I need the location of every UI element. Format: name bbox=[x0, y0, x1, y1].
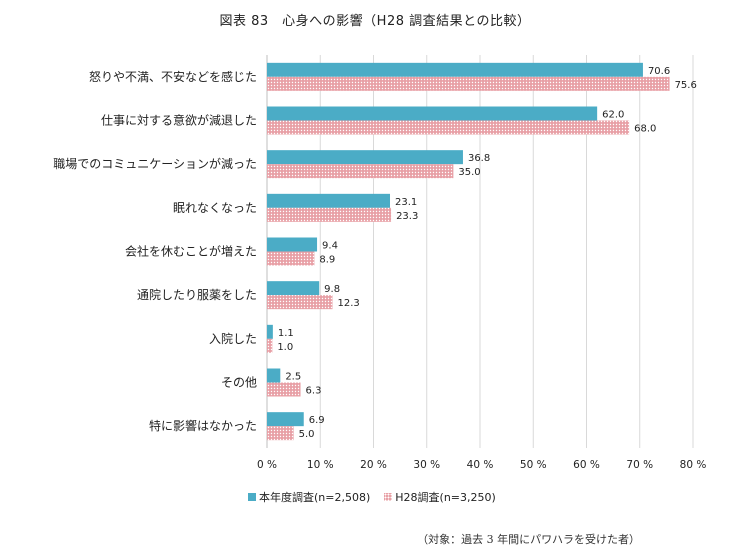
x-tick-label: 30 % bbox=[413, 459, 440, 471]
x-tick-label: 80 % bbox=[680, 459, 707, 471]
legend-label-current: 本年度調査(n=2,508) bbox=[259, 491, 371, 504]
data-label-h28: 75.6 bbox=[675, 80, 697, 91]
bar-h28 bbox=[267, 338, 273, 353]
x-tick-label: 60 % bbox=[573, 459, 600, 471]
x-tick-label: 40 % bbox=[467, 459, 494, 471]
bar-current bbox=[267, 281, 320, 296]
category-label: 眠れなくなった bbox=[173, 201, 257, 215]
bar-h28 bbox=[267, 426, 294, 441]
chart-title: 図表 83 心身への影響（H28 調査結果との比較） bbox=[219, 14, 531, 29]
data-label-current: 9.4 bbox=[322, 241, 338, 252]
category-label: 職場でのコミュニケーションが減った bbox=[53, 156, 257, 171]
data-label-h28: 5.0 bbox=[299, 429, 315, 440]
legend-item-current: 本年度調査(n=2,508) bbox=[248, 489, 370, 505]
bar-current bbox=[267, 150, 463, 165]
category-label: 仕事に対する意欲が減退した bbox=[101, 113, 257, 128]
data-label-h28: 1.0 bbox=[277, 342, 293, 353]
x-tick-label: 0 % bbox=[257, 459, 277, 471]
bar-current bbox=[267, 412, 304, 427]
data-label-current: 62.0 bbox=[602, 110, 624, 121]
data-label-current: 23.1 bbox=[395, 197, 417, 208]
data-label-h28: 12.3 bbox=[337, 298, 359, 309]
bar-current bbox=[267, 368, 281, 383]
category-label: 怒りや不満、不安などを感じた bbox=[89, 69, 257, 84]
data-label-h28: 68.0 bbox=[634, 124, 656, 135]
footnote: （対象：過去 3 年間にパワハラを受けた者） bbox=[417, 533, 640, 546]
bar-h28 bbox=[267, 251, 315, 266]
category-label: 入院した bbox=[209, 332, 257, 346]
category-label: その他 bbox=[221, 376, 257, 390]
legend-label-h28: H28調査(n=3,250) bbox=[395, 491, 496, 504]
category-label: 会社を休むことが増えた bbox=[125, 244, 257, 259]
bar-h28 bbox=[267, 207, 392, 222]
bar-h28 bbox=[267, 295, 333, 310]
legend-swatch-current bbox=[248, 493, 256, 501]
x-tick-label: 70 % bbox=[626, 459, 653, 471]
data-label-h28: 23.3 bbox=[396, 211, 418, 222]
bar-current bbox=[267, 106, 598, 121]
bar-h28 bbox=[267, 164, 454, 179]
bar-current bbox=[267, 324, 273, 339]
data-label-current: 2.5 bbox=[285, 372, 301, 383]
bar-h28 bbox=[267, 382, 301, 397]
data-label-current: 36.8 bbox=[468, 153, 490, 164]
data-label-h28: 6.3 bbox=[306, 386, 322, 397]
bar-h28 bbox=[267, 76, 670, 91]
bars bbox=[267, 62, 670, 441]
labels: 0 % 10 % 20 % 30 % 40 % 50 % 60 % 70 % 80 % 怒りや不満… bbox=[53, 66, 706, 471]
legend: 本年度調査(n=2,508) H28調査(n=3,250) bbox=[248, 489, 496, 505]
x-tick-label: 50 % bbox=[520, 459, 547, 471]
bar-current bbox=[267, 237, 318, 252]
data-label-current: 70.6 bbox=[648, 66, 670, 77]
data-label-h28: 35.0 bbox=[458, 167, 480, 178]
legend-item-h28: H28調査(n=3,250) bbox=[384, 489, 496, 505]
x-tick-label: 20 % bbox=[360, 459, 387, 471]
data-label-current: 9.8 bbox=[324, 284, 340, 295]
data-label-current: 6.9 bbox=[309, 415, 325, 426]
bar-current bbox=[267, 193, 391, 208]
legend-swatch-h28 bbox=[384, 493, 393, 501]
data-label-h28: 8.9 bbox=[319, 255, 335, 266]
bar-current bbox=[267, 62, 643, 77]
category-label: 特に影響はなかった bbox=[149, 418, 257, 433]
data-label-current: 1.1 bbox=[278, 328, 294, 339]
bar-h28 bbox=[267, 120, 630, 135]
category-label: 通院したり服薬をした bbox=[137, 288, 257, 302]
x-tick-label: 10 % bbox=[307, 459, 334, 471]
